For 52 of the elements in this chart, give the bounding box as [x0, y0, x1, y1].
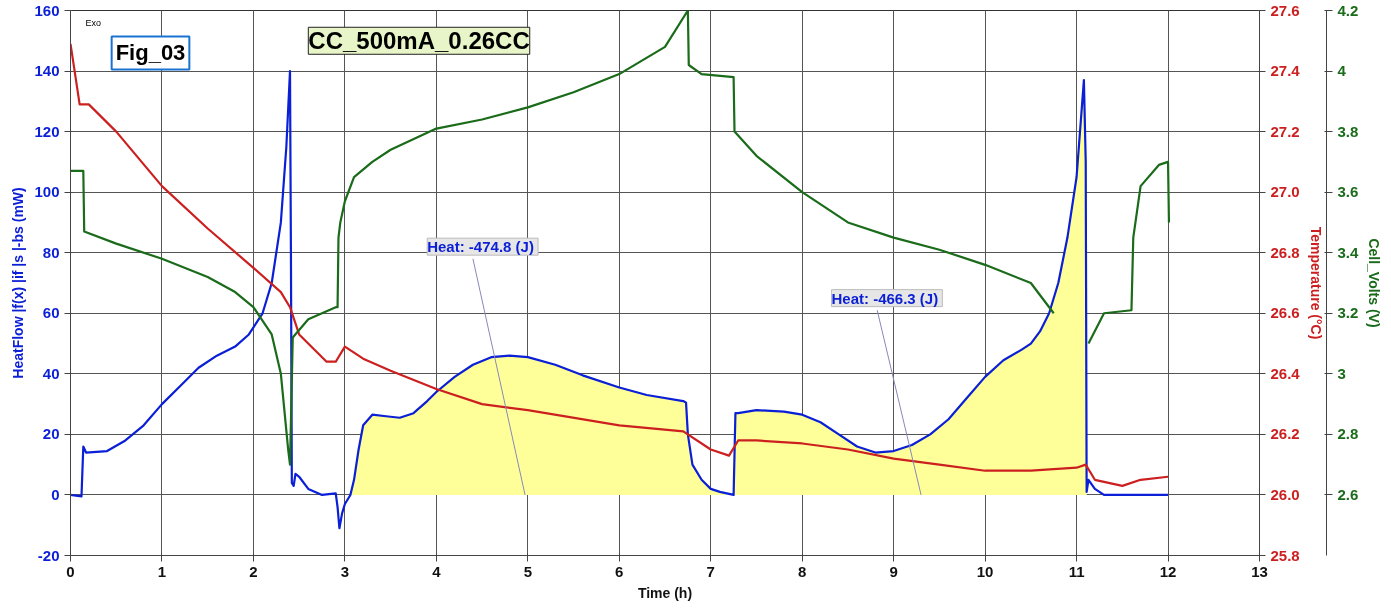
x-tick-label: 7 — [706, 562, 715, 580]
x-tick-label: 6 — [615, 562, 624, 580]
y3-tick-label: 3.6 — [1337, 183, 1359, 201]
y-tick-label: 160 — [34, 1, 60, 19]
y3-tick-label: 4.2 — [1337, 1, 1359, 19]
y2-axis-title: Temperature (°C) — [1307, 226, 1324, 340]
text: CC_500mA_0.26CC — [308, 27, 530, 55]
y-tick-label: -20 — [37, 546, 60, 564]
x-tick-label: 11 — [1068, 562, 1085, 580]
x-tick-label: 4 — [432, 562, 442, 580]
y2-tick-label: 26.6 — [1270, 304, 1300, 322]
y-tick-label: 80 — [42, 243, 60, 261]
y3-tick-label: 2.8 — [1337, 425, 1359, 443]
annotation: Fig_03 — [115, 40, 186, 66]
x-tick-label: 3 — [340, 562, 350, 580]
y3-tick-label: 3.2 — [1337, 304, 1359, 322]
y2-tick-label: 26.2 — [1270, 425, 1300, 443]
x-tick-label: 2 — [249, 562, 258, 580]
x-tick-label: 13 — [1251, 562, 1268, 580]
y-tick-label: 40 — [42, 364, 60, 382]
y-tick-label: 20 — [42, 425, 60, 443]
y2-tick-label: 27.4 — [1270, 62, 1301, 80]
y-tick-label: 60 — [42, 304, 60, 322]
y2-tick-label: 26.0 — [1270, 485, 1300, 503]
x-tick-label: 1 — [157, 562, 167, 580]
x-tick-label: 8 — [798, 562, 807, 580]
x-tick-label: 5 — [523, 562, 532, 580]
y2-tick-label: 27.2 — [1270, 122, 1300, 140]
y-axis-title: HeatFlow |f(x) |if |s |-bs (mW) — [10, 187, 27, 379]
y3-tick-label: 2.6 — [1337, 485, 1359, 503]
x-tick-label: 0 — [66, 562, 75, 580]
y3-tick-label: 4 — [1337, 62, 1347, 80]
y3-axis-title: Cell_Volts (V) — [1366, 238, 1383, 328]
y-tick-label: 100 — [34, 183, 60, 201]
y2-tick-label: 26.8 — [1270, 243, 1300, 261]
y-tick-label: 120 — [34, 122, 60, 140]
annotation: Heat: -466.3 (J) — [831, 289, 939, 307]
y-tick-label: 0 — [51, 485, 60, 503]
y3-tick-label: 3 — [1337, 364, 1346, 382]
x-tick-label: 10 — [976, 562, 994, 580]
x-axis-title: Time (h) — [637, 584, 693, 601]
x-tick-label: 9 — [889, 562, 898, 580]
annotation: Exo — [85, 17, 101, 28]
y2-tick-label: 26.4 — [1270, 364, 1301, 382]
y3-tick-label: 3.4 — [1337, 243, 1360, 261]
y2-tick-label: 27.0 — [1270, 183, 1300, 201]
annotation: Heat: -474.8 (J) — [427, 238, 534, 256]
y2-tick-label: 27.6 — [1270, 1, 1300, 19]
y2-tick-label: 25.8 — [1270, 546, 1300, 564]
y-tick-label: 140 — [34, 62, 60, 80]
x-tick-label: 12 — [1159, 562, 1177, 580]
y3-tick-label: 3.8 — [1337, 122, 1359, 140]
